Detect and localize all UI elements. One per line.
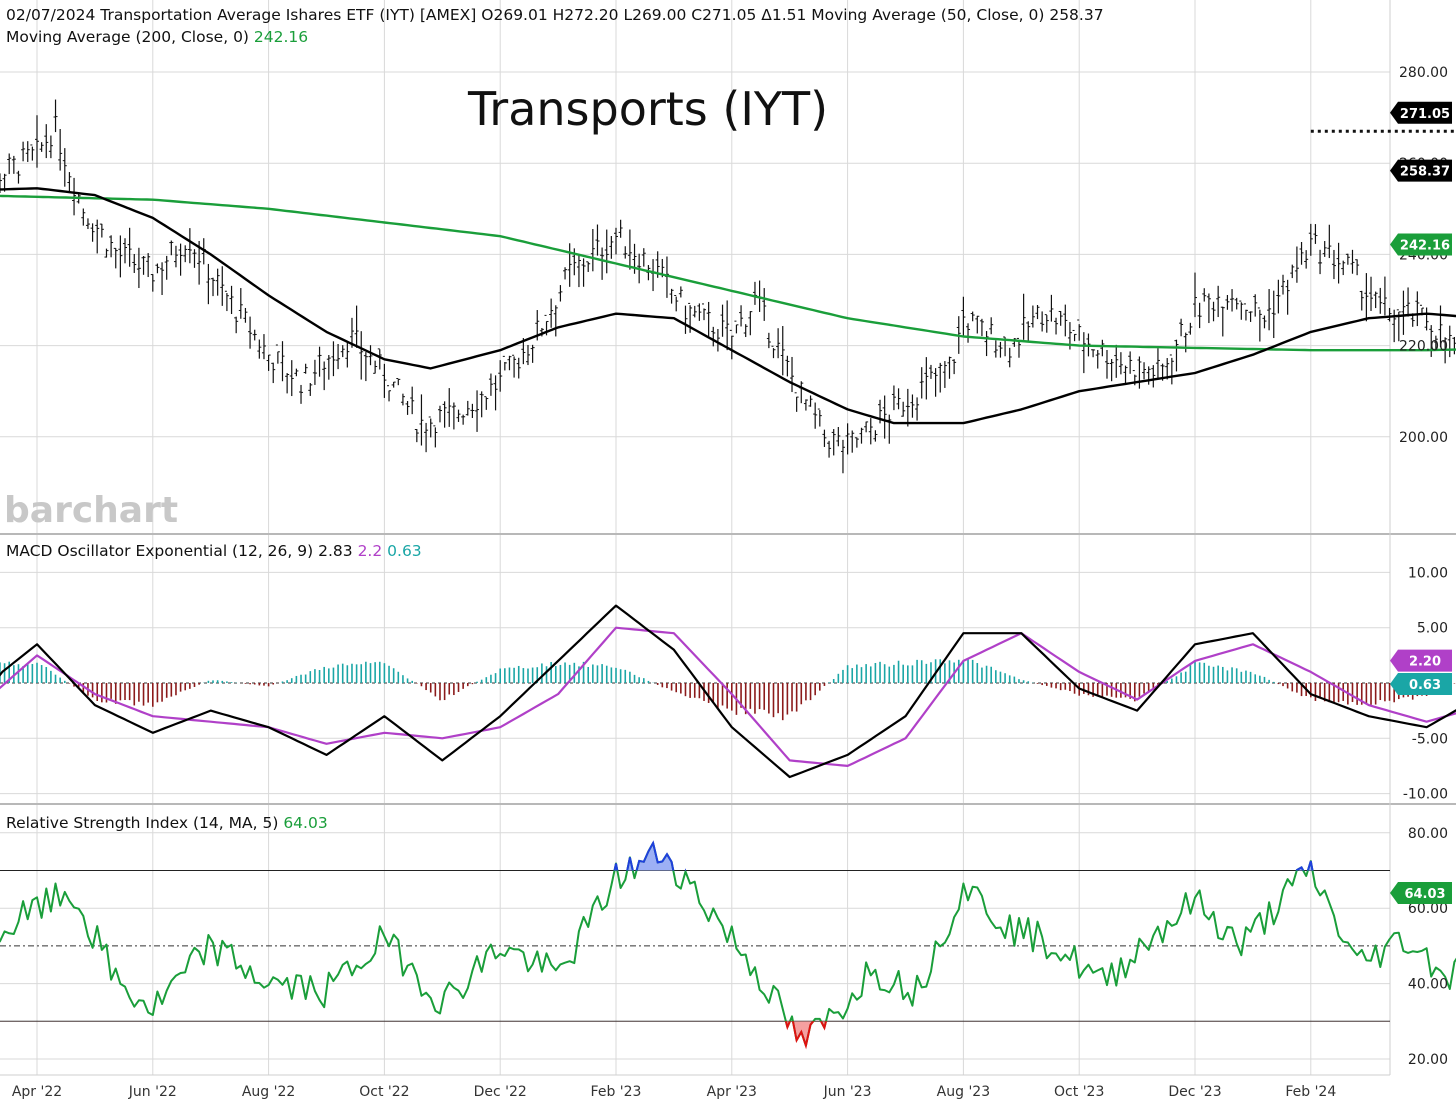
macd-label-text: MACD Oscillator Exponential (12, 26, 9) — [6, 542, 313, 560]
x-tick-label: Apr '22 — [12, 1084, 62, 1100]
header-line-2: Moving Average (200, Close, 0) 242.16 — [6, 28, 308, 46]
x-tick-label: Aug '22 — [242, 1084, 295, 1100]
macd-histogram-badge-text: 0.63 — [1409, 678, 1441, 693]
rsi-y-tick-label: 20.00 — [1408, 1052, 1448, 1068]
rsi-badge: 64.03 — [1390, 882, 1452, 905]
rsi-line-overbought — [613, 840, 1314, 871]
x-tick-label: Feb '24 — [1285, 1084, 1336, 1100]
x-tick-label: Oct '23 — [1054, 1084, 1104, 1100]
macd-value: 2.83 — [318, 542, 353, 560]
rsi-y-tick-label: 40.00 — [1408, 977, 1448, 993]
price-badge-shape — [1390, 101, 1452, 124]
price-y-tick-label: 220.00 — [1399, 339, 1448, 355]
macd-y-tick-label: 10.00 — [1408, 565, 1448, 581]
x-tick-label: Dec '22 — [474, 1084, 527, 1100]
rsi-panel — [0, 840, 1456, 1050]
macd-signal-value: 2.2 — [358, 542, 383, 560]
macd-histogram-badge: 0.63 — [1390, 673, 1452, 696]
rsi-badge-text: 64.03 — [1404, 887, 1445, 902]
axis-layer: Apr '22 Jun '22 Aug '22 Oct '22 Dec '22 Feb '… — [12, 65, 1448, 1100]
barchart-watermark: barchart — [4, 490, 178, 531]
header-line-1: 02/07/2024 Transportation Average Ishare… — [6, 6, 1104, 24]
rsi-line — [0, 842, 1456, 1047]
macd-signal-badge: 2.20 — [1390, 649, 1452, 672]
grid-layer — [0, 0, 1456, 1076]
ma50-badge-shape — [1390, 159, 1452, 182]
macd-histogram-badge-shape — [1390, 673, 1452, 696]
macd-signal-badge-text: 2.20 — [1409, 655, 1441, 670]
macd-y-tick-label: -10.00 — [1403, 787, 1448, 803]
x-tick-label: Feb '23 — [591, 1084, 642, 1100]
price-badge: 271.05 — [1390, 101, 1452, 124]
badge-layer: 271.05 258.37 242.16 2.20 0.63 64.03 — [1390, 101, 1452, 905]
price-badge-text: 271.05 — [1400, 107, 1450, 122]
ma200-badge-text: 242.16 — [1400, 239, 1450, 254]
x-tick-label: Oct '22 — [359, 1084, 409, 1100]
macd-y-tick-label: -5.00 — [1412, 731, 1448, 747]
rsi-label: Relative Strength Index (14, MA, 5) 64.0… — [6, 814, 328, 832]
chart-title: Transports (IYT) — [467, 82, 828, 136]
rsi-badge-shape — [1390, 882, 1452, 905]
ma200-badge-shape — [1390, 233, 1452, 256]
x-tick-label: Aug '23 — [937, 1084, 990, 1100]
price-panel — [0, 99, 1456, 474]
macd-y-tick-label: 5.00 — [1417, 621, 1448, 637]
macd-signal-line — [0, 626, 1456, 767]
x-tick-label: Apr '23 — [707, 1084, 757, 1100]
rsi-y-tick-label: 60.00 — [1408, 901, 1448, 917]
macd-signal-badge-shape — [1390, 649, 1452, 672]
macd-panel — [0, 604, 1456, 779]
x-tick-label: Jun '23 — [823, 1084, 872, 1100]
price-y-tick-label: 200.00 — [1399, 430, 1448, 446]
rsi-y-tick-label: 80.00 — [1408, 826, 1448, 842]
ma200-line — [0, 194, 1456, 352]
header-line-1-text: 02/07/2024 Transportation Average Ishare… — [6, 6, 1044, 24]
rsi-value: 64.03 — [283, 814, 327, 832]
header-ma200-value: 242.16 — [254, 28, 308, 46]
price-y-tick-label: 280.00 — [1399, 65, 1448, 81]
ma50-line — [0, 187, 1456, 425]
x-tick-label: Jun '22 — [128, 1084, 177, 1100]
macd-label: MACD Oscillator Exponential (12, 26, 9) … — [6, 542, 422, 560]
header-line-2-text: Moving Average (200, Close, 0) — [6, 28, 249, 46]
x-tick-label: Dec '23 — [1168, 1084, 1221, 1100]
ma50-badge-text: 258.37 — [1400, 165, 1450, 180]
rsi-label-text: Relative Strength Index (14, MA, 5) — [6, 814, 278, 832]
macd-hist-value: 0.63 — [387, 542, 422, 560]
header-ma50-value: 258.37 — [1049, 6, 1103, 24]
macd-line — [0, 604, 1456, 779]
ma50-badge: 258.37 — [1390, 159, 1452, 182]
ma200-badge: 242.16 — [1390, 233, 1452, 256]
